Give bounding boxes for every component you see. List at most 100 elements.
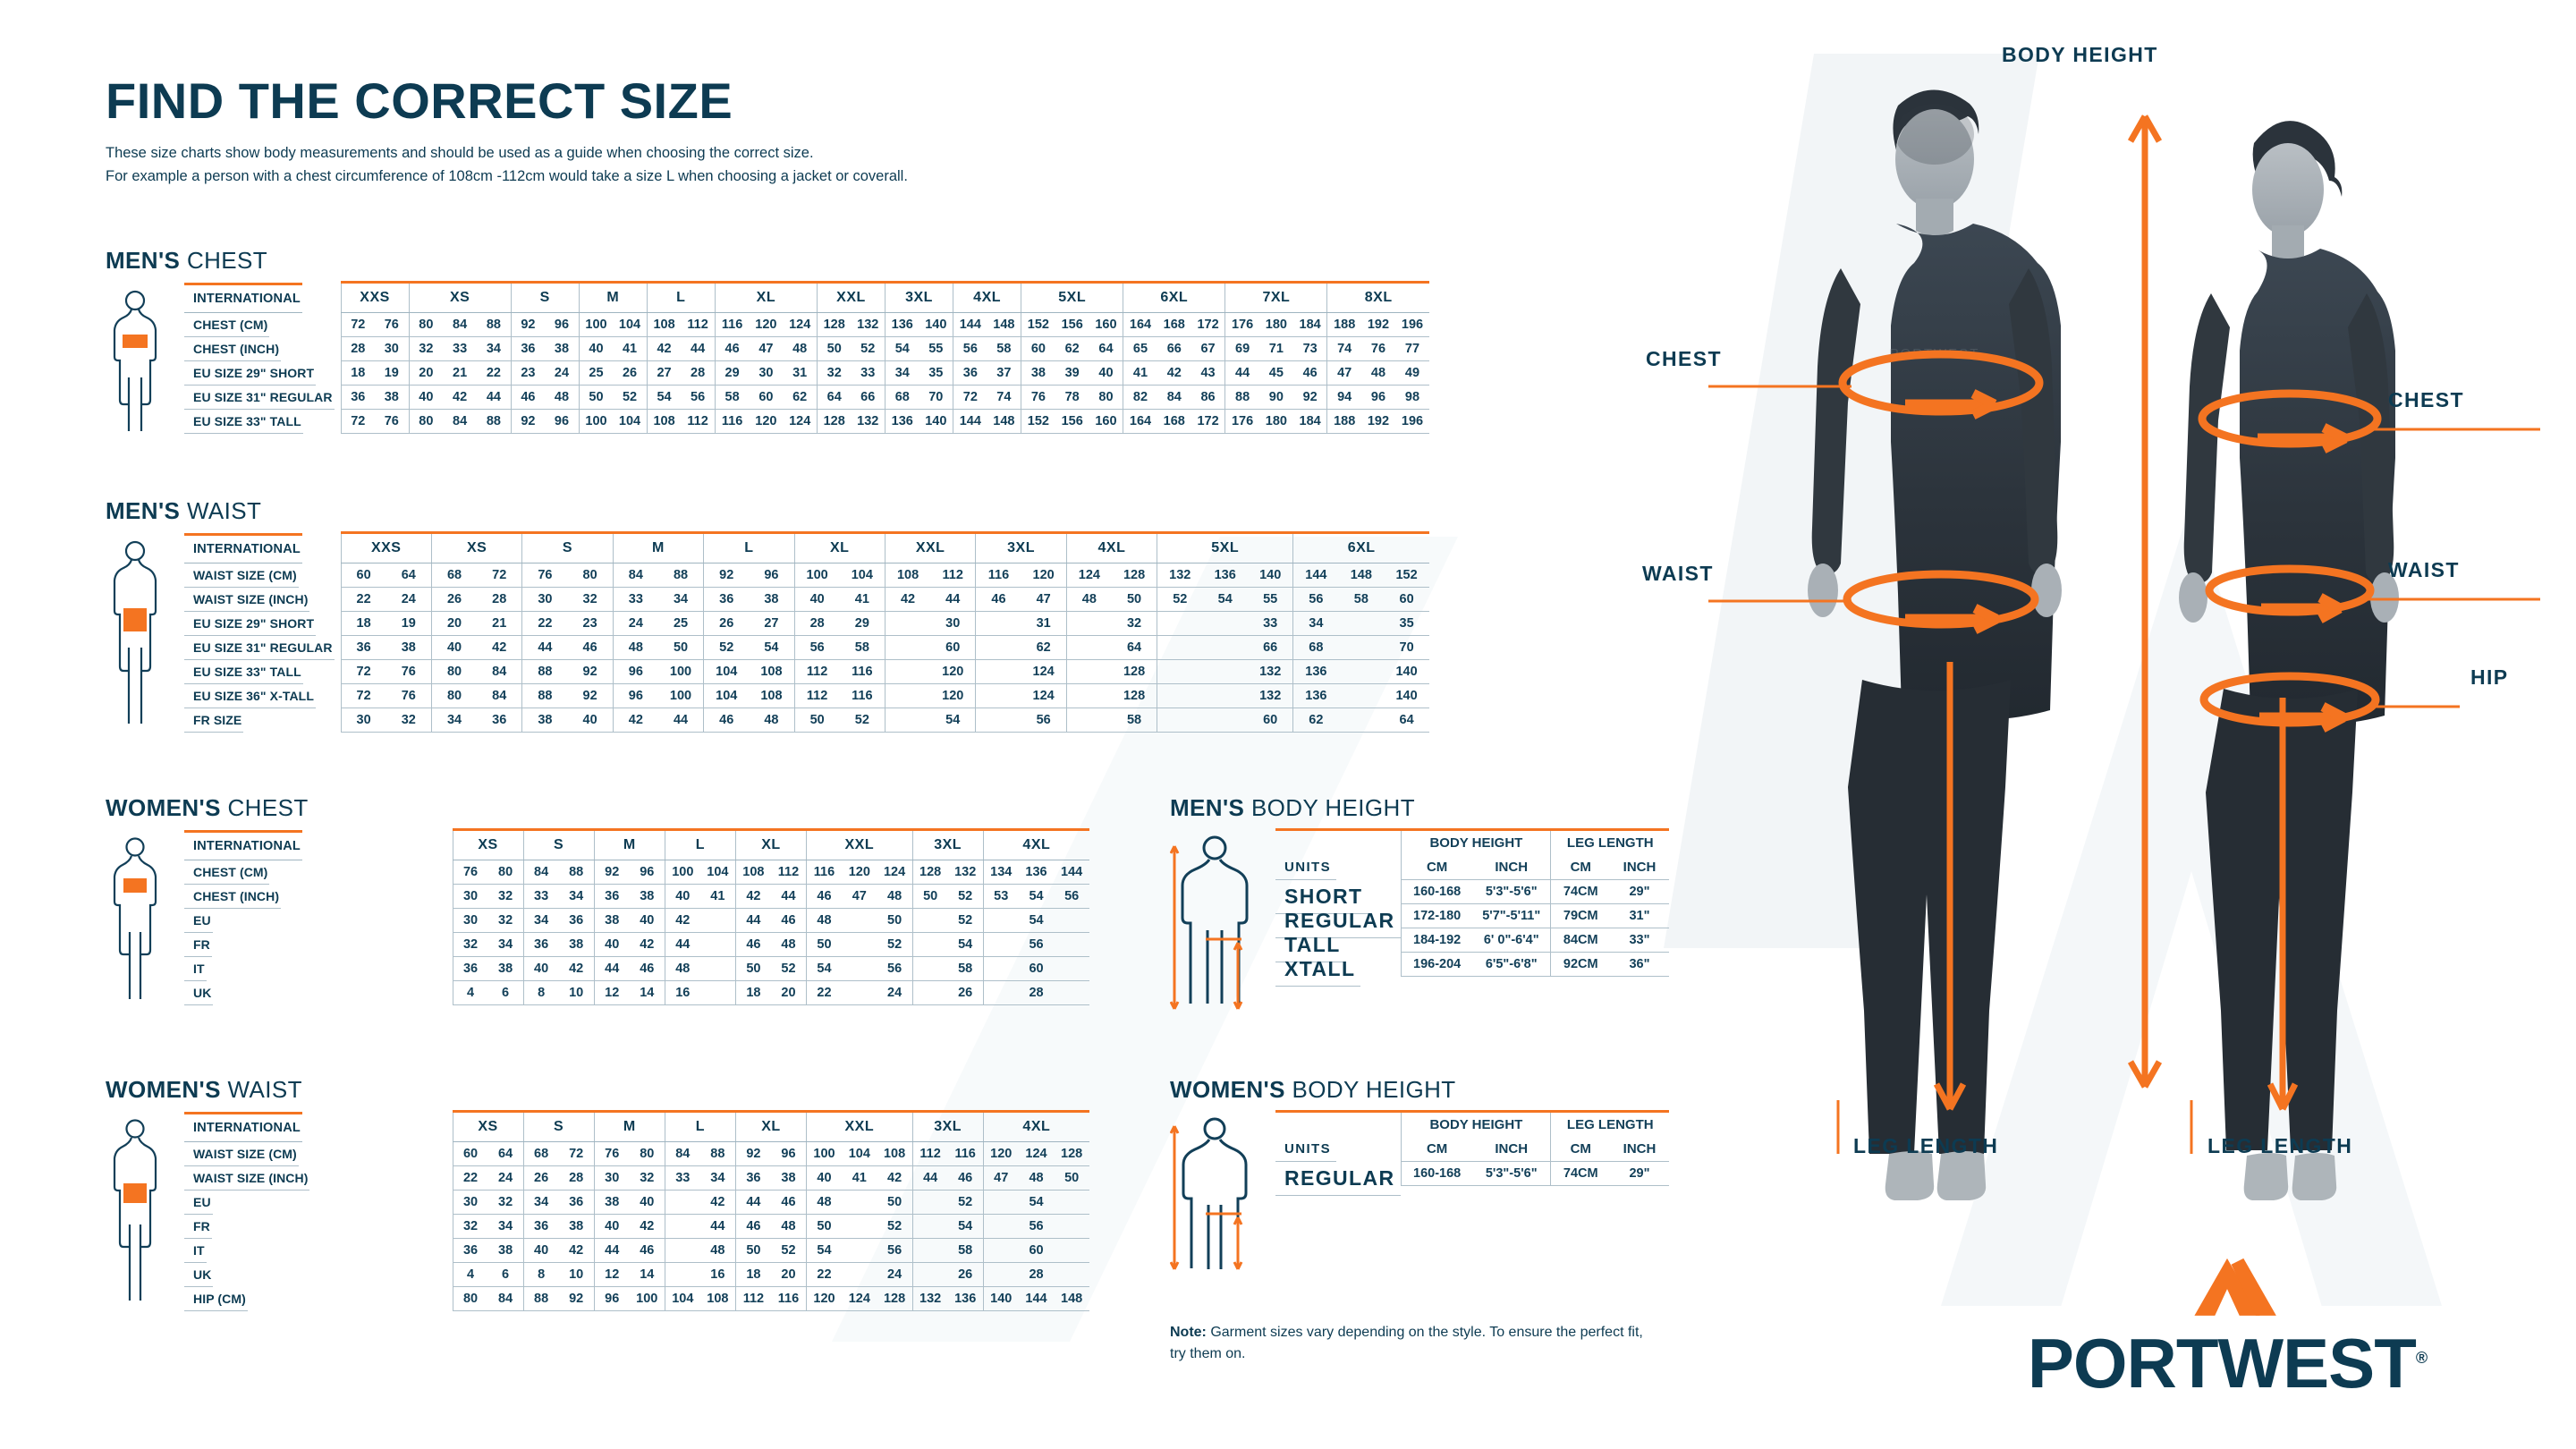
table-cell: 80 [430, 659, 478, 684]
table-cell: 66 [1157, 336, 1191, 361]
table-cell: 38 [770, 1165, 807, 1191]
table-cell: 108 [699, 1286, 736, 1311]
table-cell: 50 [805, 932, 843, 957]
table-cell: 72 [477, 563, 522, 588]
table-cell [982, 932, 1019, 957]
table-cell: 42 [443, 385, 478, 410]
table-cell [975, 683, 1021, 708]
table-cell [1054, 908, 1089, 933]
table-cell [842, 932, 877, 957]
table-cell: 112 [770, 860, 807, 885]
label-male-leg-length: LEG LENGTH [1853, 1134, 1999, 1157]
table-row: WAIST SIZE (INCH) 22 24 26 28 30 32 33 34 36 38 40 4… [184, 1165, 1089, 1191]
table-cell: 100 [657, 683, 704, 708]
row-label: WAIST SIZE (CM) [184, 1142, 299, 1166]
table-cell [1065, 611, 1112, 636]
table-cell: 148 [1054, 1286, 1089, 1311]
table-cell: 168 [1157, 409, 1191, 434]
table-cell: 48 [545, 385, 580, 410]
table-cell: 36 [558, 1190, 595, 1215]
table-cell: 116 [805, 860, 843, 885]
table-cell: 36 [558, 908, 595, 933]
table-cell: 108 [749, 659, 795, 684]
table-cell: 54 [749, 635, 795, 660]
table-cell: 82 [1123, 385, 1157, 410]
column-header-cm: CM [1401, 1137, 1472, 1162]
table-cell [842, 1238, 877, 1263]
table-cell: 6 [487, 980, 524, 1005]
table-cell: 60 [749, 385, 784, 410]
table-cell: 28 [1018, 1262, 1055, 1287]
table-cell [884, 708, 931, 733]
column-header-inch: INCH [1471, 855, 1551, 880]
table-cell: 72 [340, 683, 386, 708]
table-row: EU SIZE 33" TALL 72 76 80 84 88 92 96 100 104 108 1… [184, 409, 1429, 434]
table-cell [664, 1262, 700, 1287]
table-cell: 36 [953, 360, 987, 386]
table-cell: 34 [522, 1190, 559, 1215]
portwest-wordmark: PORTWEST® [1950, 1328, 2504, 1398]
table-cell: 64 [1384, 708, 1429, 733]
table-cell: 66 [1248, 635, 1293, 660]
section-title-womens-waist: WOMEN'S WAIST [106, 1078, 1089, 1101]
table-cell: 8 [522, 1262, 559, 1287]
table-cell: 36 [452, 956, 488, 981]
row-label: CHEST (CM) [184, 860, 270, 885]
table-cell: 50 [734, 956, 771, 981]
table-cell: 26 [613, 360, 648, 386]
illustration-panel: PORTWEST [1642, 0, 2576, 1449]
row-label: EU [184, 909, 213, 933]
table-cell: 100 [657, 659, 704, 684]
table-cell [911, 980, 948, 1005]
table-cell: 24 [877, 980, 913, 1005]
table-cell: 140 [919, 409, 953, 434]
table-cell: 46 [567, 635, 614, 660]
table-cell: 24 [612, 611, 658, 636]
spacer-cell [1275, 1110, 1402, 1137]
table-cell: 53 [982, 884, 1019, 909]
table-row: WAIST SIZE (INCH) 22 24 26 28 30 32 33 34 36 38 40 4… [184, 587, 1429, 612]
table-cell: 36 [340, 635, 386, 660]
table-cell: 23 [510, 360, 546, 386]
table-cell: 92 [510, 312, 546, 337]
table-cell: 43 [1191, 360, 1225, 386]
section-title-bold: WOMEN'S [106, 1076, 221, 1103]
table-cell: 73 [1292, 336, 1327, 361]
section-title-rest: WAIST [186, 497, 262, 524]
table-cell: 18 [734, 1262, 771, 1287]
table-cell: 38 [375, 385, 410, 410]
table-cell [1338, 683, 1385, 708]
table-cell: 120 [930, 659, 976, 684]
table-cell: 46 [947, 1165, 984, 1191]
table-cell: 72 [340, 312, 376, 337]
table-cell: 128 [1111, 659, 1157, 684]
table-cell [911, 1238, 948, 1263]
table-cell: 52 [877, 1214, 913, 1239]
table-cell: 148 [987, 312, 1021, 337]
column-header-s: S [522, 1110, 595, 1142]
table-cell [982, 956, 1019, 981]
table-cell: 132 [911, 1286, 948, 1311]
table-cell: 132 [851, 409, 886, 434]
table-row: FR 32 34 36 38 40 42 44 46 48 50 52 54 56 [184, 1214, 1089, 1239]
table-cell: 20 [770, 1262, 807, 1287]
table-cell: 36 [340, 385, 376, 410]
table-cell [842, 1190, 877, 1215]
table-cell: 30 [452, 884, 488, 909]
table-cell: 58 [1338, 587, 1385, 612]
table-cell: 112 [793, 659, 840, 684]
table-cell: 84 [443, 312, 478, 337]
table-cell: 124 [842, 1286, 877, 1311]
table-cell: 108 [877, 1141, 913, 1166]
table-cell: 116 [947, 1141, 984, 1166]
table-cell: 58 [987, 336, 1021, 361]
table-row: EU SIZE 33" TALL 72 76 80 84 88 92 96 100 104 108 1… [184, 659, 1429, 684]
table-cell: 144 [1018, 1286, 1055, 1311]
column-header-international: INTERNATIONAL [184, 829, 302, 860]
section-mens-chest: MEN'S CHEST INTERNATIONAL XXS XS S M L XL XXL 3X… [106, 249, 1429, 434]
table-cell: 5'3"-5'6" [1471, 879, 1551, 904]
table-cell: 23 [567, 611, 614, 636]
table-cell: 62 [783, 385, 818, 410]
table-cell: 96 [612, 659, 658, 684]
table-cell: 84 [487, 1286, 524, 1311]
